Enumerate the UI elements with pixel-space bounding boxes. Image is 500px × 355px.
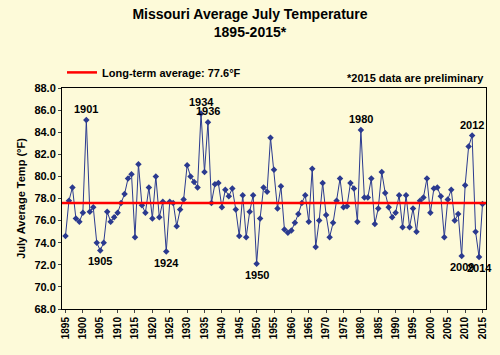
svg-text:1934: 1934 [189,96,214,108]
svg-text:78.0: 78.0 [34,192,55,204]
svg-text:1900: 1900 [77,317,88,340]
svg-text:74.0: 74.0 [34,237,55,249]
svg-text:1950: 1950 [245,269,269,281]
svg-text:2014: 2014 [467,262,492,274]
svg-text:July Average Temp (°F): July Average Temp (°F) [15,138,27,259]
svg-text:1905: 1905 [94,317,105,340]
svg-text:1945: 1945 [234,317,245,340]
svg-text:2015: 2015 [477,317,488,340]
svg-text:1975: 1975 [338,317,349,340]
svg-text:1935: 1935 [199,317,210,340]
svg-text:1995: 1995 [407,317,418,340]
svg-text:1924: 1924 [154,257,179,269]
svg-text:1950: 1950 [251,317,262,340]
svg-text:1895: 1895 [60,317,71,340]
svg-text:70.0: 70.0 [34,281,55,293]
svg-text:*2015 data are preliminary: *2015 data are preliminary [347,72,484,84]
svg-text:1920: 1920 [147,317,158,340]
svg-text:1990: 1990 [390,317,401,340]
svg-text:1985: 1985 [373,317,384,340]
svg-text:1940: 1940 [216,317,227,340]
svg-text:68.0: 68.0 [34,303,55,315]
svg-text:2000: 2000 [425,317,436,340]
svg-text:2009: 2009 [450,261,474,273]
svg-text:1980: 1980 [355,317,366,340]
svg-text:1915: 1915 [129,317,140,340]
svg-text:2010: 2010 [459,317,470,340]
svg-text:84.0: 84.0 [34,126,55,138]
svg-text:Long-term average: 77.6°F: Long-term average: 77.6°F [102,67,241,79]
svg-text:1901: 1901 [74,103,98,115]
svg-text:86.0: 86.0 [34,104,55,116]
svg-text:2012: 2012 [460,119,484,131]
svg-text:1925: 1925 [164,317,175,340]
svg-text:1930: 1930 [181,317,192,340]
svg-text:1936: 1936 [196,105,220,117]
svg-text:1965: 1965 [303,317,314,340]
svg-text:76.0: 76.0 [34,214,55,226]
svg-text:80.0: 80.0 [34,170,55,182]
svg-text:Missouri Average July Temperat: Missouri Average July Temperature1895-20… [132,6,367,40]
svg-text:1955: 1955 [268,317,279,340]
svg-text:88.0: 88.0 [34,82,55,94]
svg-text:1910: 1910 [112,317,123,340]
svg-text:72.0: 72.0 [34,259,55,271]
svg-text:1960: 1960 [286,317,297,340]
svg-text:82.0: 82.0 [34,148,55,160]
svg-text:1980: 1980 [349,113,373,125]
svg-text:1970: 1970 [320,317,331,340]
svg-text:1905: 1905 [88,255,112,267]
svg-text:2005: 2005 [442,317,453,340]
